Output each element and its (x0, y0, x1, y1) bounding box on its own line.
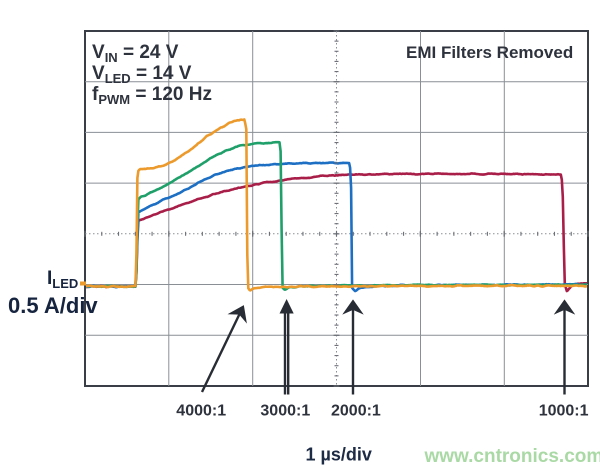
svg-text:0.5 A/div: 0.5 A/div (8, 293, 98, 318)
svg-text:1000:1: 1000:1 (539, 402, 589, 419)
svg-text:EMI Filters Removed: EMI Filters Removed (406, 43, 573, 62)
svg-text:ILED: ILED (47, 268, 78, 291)
svg-text:3000:1: 3000:1 (260, 402, 310, 419)
svg-text:www.cntronics.com: www.cntronics.com (424, 446, 600, 467)
svg-text:1 µs/div: 1 µs/div (306, 444, 372, 464)
svg-text:2000:1: 2000:1 (331, 402, 381, 419)
svg-text:4000:1: 4000:1 (176, 402, 226, 419)
